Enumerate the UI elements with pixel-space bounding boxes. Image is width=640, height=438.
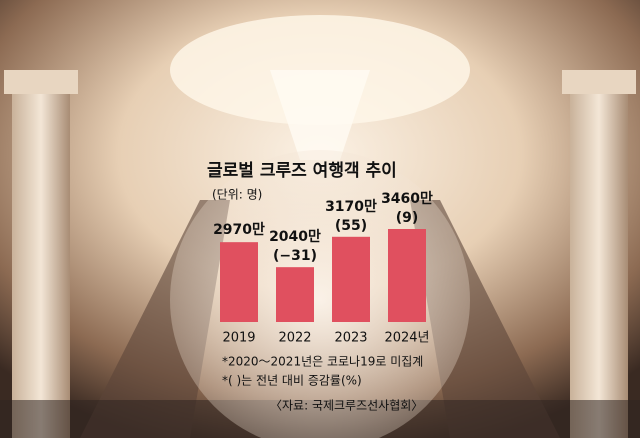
value-label: 2040만 [269,229,321,245]
bar [276,267,314,322]
change-label: (−31) [273,248,317,264]
note: *( )는 전년 대비 증감률(%) [222,374,362,388]
x-tick-label: 2019 [222,331,255,346]
bar [388,229,426,322]
x-tick-label: 2022 [278,331,311,346]
source: 〈자료: 국제크루즈선사협회〉 [270,399,423,413]
chart-title: 글로벌 크루즈 여행객 추이 [207,161,397,181]
x-tick-label: 2023 [334,331,367,346]
value-label: 2970만 [213,222,265,238]
value-label: 3170만 [325,199,377,215]
change-label: (55) [335,218,367,234]
change-label: (9) [396,210,419,226]
bar [220,242,258,322]
bar [332,236,370,322]
unit-label: (단위: 명) [212,188,262,202]
note: *2020～2021년은 코로나19로 미집계 [222,355,423,369]
x-tick-label: 2024년 [384,331,429,346]
value-label: 3460만 [381,191,433,207]
